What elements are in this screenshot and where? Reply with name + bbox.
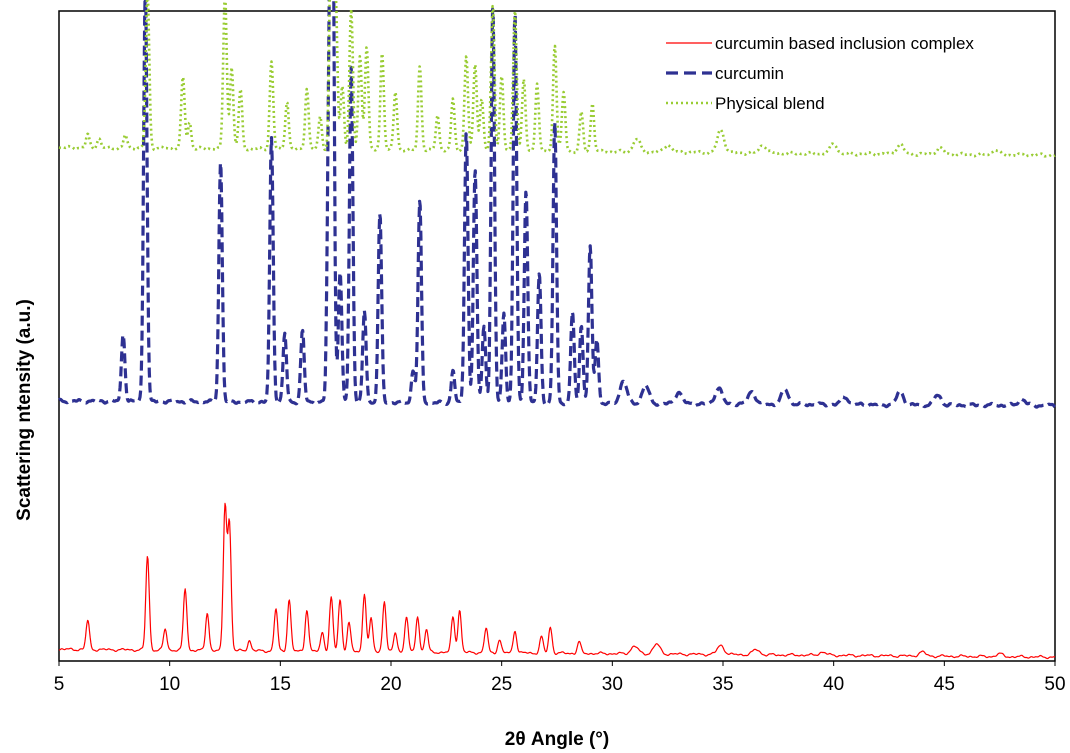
x-tick-label: 25 xyxy=(491,674,512,695)
legend-label: Physical blend xyxy=(715,94,825,113)
series-line xyxy=(58,0,1057,409)
legend-label: curcumin xyxy=(715,64,784,83)
y-axis-title: Scattering ntensity (a.u.) xyxy=(14,299,35,521)
x-tick-label: 40 xyxy=(823,674,844,695)
x-tick-label: 50 xyxy=(1044,674,1065,695)
x-tick-label: 5 xyxy=(54,674,65,695)
legend-label: curcumin based inclusion complex xyxy=(715,34,974,53)
series-line xyxy=(58,502,1056,660)
legend: curcumin based inclusion complex curcumin… xyxy=(666,34,974,113)
x-tick-label: 35 xyxy=(712,674,733,695)
x-ticks: 5 10 15 20 25 30 35 40 45 50 xyxy=(54,661,1066,695)
series-line xyxy=(58,0,1056,158)
x-tick-label: 10 xyxy=(159,674,180,695)
series-layer xyxy=(58,0,1057,660)
x-tick-label: 30 xyxy=(602,674,623,695)
x-tick-label: 45 xyxy=(934,674,955,695)
x-tick-label: 15 xyxy=(270,674,291,695)
x-tick-label: 20 xyxy=(380,674,401,695)
plot-frame xyxy=(58,10,1056,662)
x-axis-title: 2θ Angle (°) xyxy=(505,729,609,750)
